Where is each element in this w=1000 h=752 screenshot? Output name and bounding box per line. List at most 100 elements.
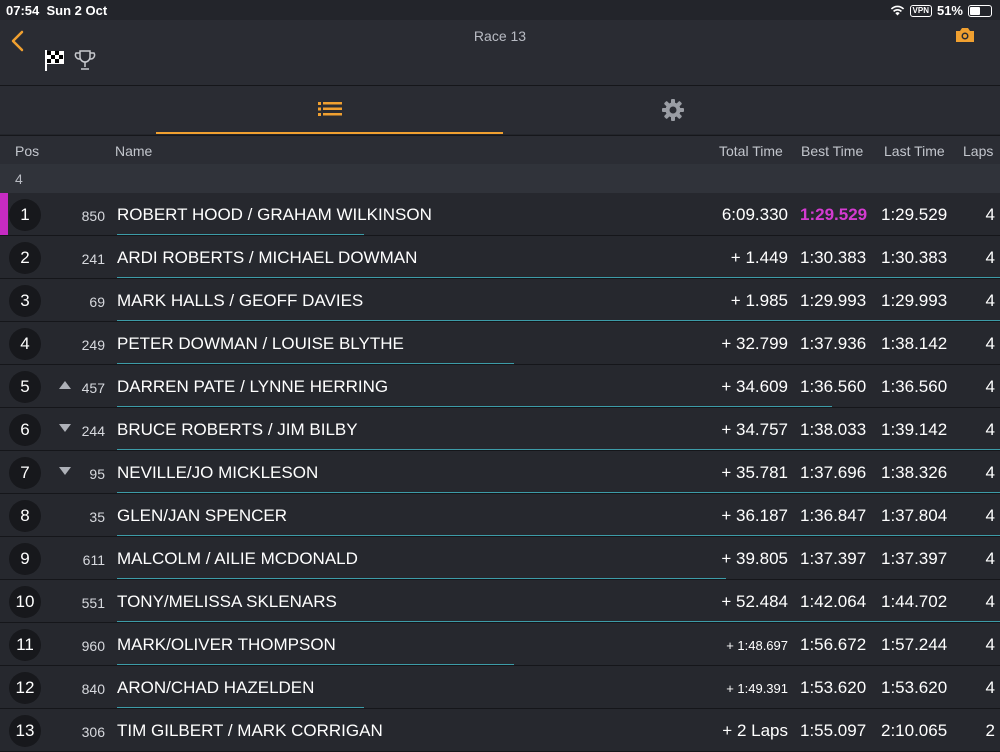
best-time: 1:37.936 — [800, 334, 867, 353]
car-number: 69 — [89, 294, 105, 310]
position-badge: 1 — [9, 199, 41, 231]
col-name[interactable]: Name — [115, 143, 153, 159]
battery-icon — [968, 4, 992, 17]
driver-name: BRUCE ROBERTS / JIM BILBY — [117, 420, 358, 439]
car-number: 960 — [81, 638, 105, 654]
table-row[interactable]: 2 241 ARDI ROBERTS / MICHAEL DOWMAN + 1.449… — [0, 236, 1000, 279]
table-row[interactable]: 3 69 MARK HALLS / GEOFF DAVIES + 1.985 1:29.… — [0, 279, 1000, 322]
total-time: + 2 Laps — [722, 721, 788, 740]
status-right: VPN 51% — [890, 3, 992, 18]
table-row[interactable]: 10 551 TONY/MELISSA SKLENARS + 52.484 1:42.0… — [0, 580, 1000, 623]
best-time: 1:36.560 — [800, 377, 867, 396]
table-row[interactable]: 9 611 MALCOLM / AILIE MCDONALD + 39.805 1:37… — [0, 537, 1000, 580]
last-time: 1:44.702 — [881, 592, 948, 611]
col-laps[interactable]: Laps — [963, 143, 994, 159]
last-time: 1:30.383 — [881, 248, 948, 267]
wifi-icon — [890, 5, 904, 16]
car-number: 306 — [81, 724, 105, 740]
checkered-flag-icon[interactable] — [42, 48, 66, 72]
col-last-time[interactable]: Last Time — [884, 143, 945, 159]
car-number: 840 — [81, 681, 105, 697]
col-best-time[interactable]: Best Time — [801, 143, 864, 159]
tab-bar — [0, 86, 1000, 134]
laps-count: 2 — [985, 721, 995, 740]
table-row[interactable]: 11 960 MARK/OLIVER THOMPSON + 1:48.697 1:56.… — [0, 623, 1000, 666]
car-number: 35 — [89, 509, 105, 525]
table-row[interactable]: 7 95 NEVILLE/JO MICKLESON + 35.781 1:37.696 1… — [0, 451, 1000, 494]
best-time: 1:36.847 — [800, 506, 867, 525]
table-row[interactable]: 8 35 GLEN/JAN SPENCER + 36.187 1:36.847 1:37.… — [0, 494, 1000, 537]
table-row[interactable]: 13 306 TIM GILBERT / MARK CORRIGAN + 2 Laps… — [0, 709, 1000, 752]
col-total-time[interactable]: Total Time — [719, 143, 783, 159]
driver-name: GLEN/JAN SPENCER — [117, 506, 288, 525]
last-time: 1:53.620 — [881, 678, 948, 697]
position-badge: 6 — [9, 414, 41, 446]
best-time: 1:53.620 — [800, 678, 867, 697]
laps-count: 4 — [985, 678, 995, 697]
page-title: Race 13 — [473, 28, 527, 44]
group-label: 4 — [15, 171, 23, 187]
last-time: 2:10.065 — [881, 721, 948, 740]
progress-bar — [117, 406, 832, 407]
total-time: + 1.985 — [730, 291, 788, 310]
column-header-row: Pos Name Total Time Best Time Last Time … — [0, 135, 1000, 165]
header-icons — [42, 48, 96, 72]
table-row[interactable]: 1 850 ROBERT HOOD / GRAHAM WILKINSON 6:09.3… — [0, 193, 1000, 236]
position-badge: 13 — [9, 715, 41, 747]
position-badge: 10 — [9, 586, 41, 618]
car-number: 457 — [81, 380, 105, 396]
driver-name: PETER DOWMAN / LOUISE BLYTHE — [117, 334, 404, 353]
table-row[interactable]: 5 457 DARREN PATE / LYNNE HERRING + 34.609 1… — [0, 365, 1000, 408]
clock-time: 07:54 — [6, 3, 40, 18]
driver-name: MARK/OLIVER THOMPSON — [117, 635, 336, 654]
back-button[interactable] — [10, 30, 24, 55]
list-icon — [317, 102, 342, 116]
progress-bar — [117, 363, 514, 364]
clock-date: Sun 2 Oct — [46, 3, 108, 18]
best-time: 1:56.672 — [800, 635, 867, 654]
progress-bar — [117, 535, 1000, 536]
best-time: 1:29.993 — [800, 291, 867, 310]
progress-bar — [117, 449, 1000, 450]
last-time: 1:57.244 — [881, 635, 948, 654]
last-time: 1:38.326 — [881, 463, 948, 482]
best-time: 1:29.529 — [800, 205, 868, 224]
total-time: + 36.187 — [721, 506, 788, 525]
camera-button[interactable] — [954, 26, 976, 49]
chevron-left-icon — [11, 30, 24, 52]
total-time: + 34.757 — [721, 420, 788, 439]
total-time: 6:09.330 — [721, 205, 788, 224]
results-list: 1 850 ROBERT HOOD / GRAHAM WILKINSON 6:09.3… — [0, 193, 1000, 752]
driver-name: TONY/MELISSA SKLENARS — [117, 592, 337, 611]
car-number: 611 — [82, 552, 105, 568]
progress-bar — [117, 707, 364, 708]
position-up-icon — [59, 381, 71, 389]
driver-name: ROBERT HOOD / GRAHAM WILKINSON — [117, 205, 432, 224]
car-number: 850 — [81, 208, 105, 224]
progress-bar — [117, 492, 1000, 493]
table-row[interactable]: 12 840 ARON/CHAD HAZELDEN + 1:49.391 1:53.62… — [0, 666, 1000, 709]
last-time: 1:38.142 — [881, 334, 948, 353]
driver-name: MALCOLM / AILIE MCDONALD — [117, 549, 358, 568]
best-time: 1:30.383 — [800, 248, 867, 267]
total-time: + 39.805 — [721, 549, 788, 568]
best-time: 1:42.064 — [800, 592, 867, 611]
driver-name: ARON/CHAD HAZELDEN — [117, 678, 315, 697]
col-pos[interactable]: Pos — [15, 143, 40, 159]
position-badge: 7 — [9, 457, 41, 489]
trophy-icon[interactable] — [74, 48, 96, 72]
car-number: 244 — [81, 423, 105, 439]
position-down-icon — [59, 467, 71, 475]
tab-results-list[interactable] — [156, 86, 503, 134]
table-row[interactable]: 6 244 BRUCE ROBERTS / JIM BILBY + 34.757 1:3… — [0, 408, 1000, 451]
total-time: + 52.484 — [721, 592, 788, 611]
best-time: 1:37.397 — [800, 549, 867, 568]
laps-count: 4 — [985, 549, 995, 568]
status-bar: 07:54 Sun 2 Oct VPN 51% — [0, 0, 1000, 20]
laps-count: 4 — [985, 334, 995, 353]
tab-settings[interactable] — [503, 86, 843, 134]
table-row[interactable]: 4 249 PETER DOWMAN / LOUISE BLYTHE + 32.799… — [0, 322, 1000, 365]
progress-bar — [117, 234, 364, 235]
last-time: 1:37.804 — [881, 506, 948, 525]
position-badge: 11 — [9, 629, 41, 661]
